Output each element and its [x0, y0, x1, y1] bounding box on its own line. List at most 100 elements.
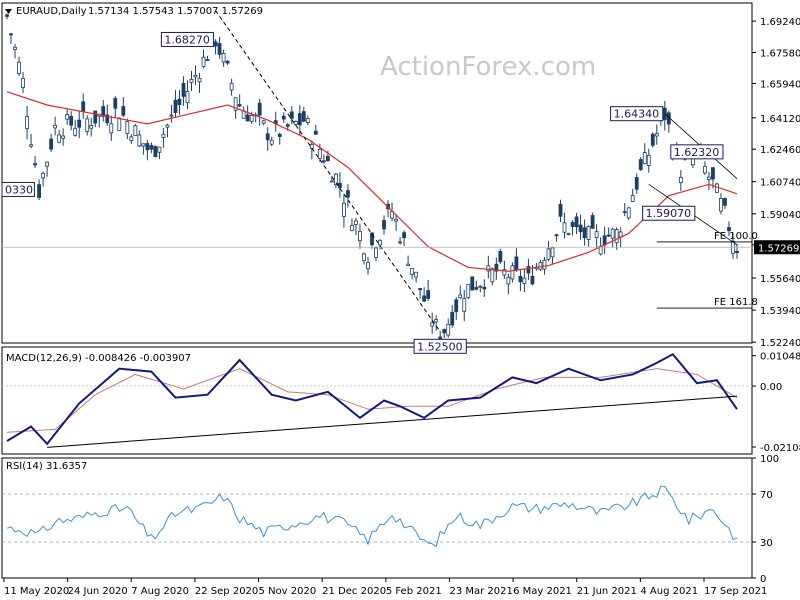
rsi-y-tick-label: 30: [760, 538, 773, 549]
candle-body: [622, 211, 627, 214]
candle-body: [526, 266, 531, 274]
candle-body: [149, 145, 154, 150]
panel-frame: [1, 457, 753, 579]
candle-body: [638, 159, 643, 170]
candle-body: [550, 247, 555, 258]
candle-body: [542, 259, 547, 270]
candle-body: [723, 198, 727, 206]
price-y-tick-label: 1.62460: [760, 145, 800, 156]
collapse-triangle-icon[interactable]: [5, 9, 12, 14]
candle-body: [614, 229, 619, 244]
x-tick-label: 23 Mar 2021: [449, 586, 512, 597]
price-annotation: 0330: [1, 181, 35, 197]
rsi-y-tick-label: 70: [760, 490, 773, 501]
candle-body: [221, 53, 226, 63]
candle-body: [735, 250, 739, 253]
candle-body: [293, 120, 298, 125]
candle-body: [269, 139, 274, 145]
candle-body: [33, 163, 37, 166]
candle-body: [546, 248, 551, 260]
candle-body: [406, 263, 410, 266]
price-y-tick-label: 1.65940: [760, 79, 800, 90]
candle-body: [350, 225, 354, 231]
candle-body: [285, 124, 290, 127]
x-tick-label: 22 Sep 2020: [195, 586, 258, 597]
candle-body: [85, 118, 90, 132]
candle-body: [334, 173, 338, 186]
candle-body: [646, 154, 651, 166]
candle-body: [205, 59, 210, 61]
candle-body: [37, 184, 41, 198]
candle-body: [482, 286, 487, 290]
price-panel: 1.69240 1.67580 1.65940 1.64120 1.62460 1.607…: [1, 10, 800, 354]
macd-trendline: [47, 395, 738, 448]
candle-body: [125, 121, 130, 134]
candle-body: [297, 113, 302, 126]
candle-body: [289, 111, 294, 119]
candle-body: [594, 231, 599, 238]
candle-body: [93, 110, 98, 124]
price-annotation: 1.59070: [642, 205, 696, 221]
candle-body: [422, 295, 427, 302]
candle-body: [153, 146, 158, 158]
candle-body: [309, 144, 314, 149]
svg-text:1.52500: 1.52500: [417, 340, 463, 353]
candle-body: [678, 176, 683, 184]
candle-body: [265, 133, 270, 141]
rsi-y-tick-label: 100: [760, 454, 779, 465]
x-tick-label: 21 Dec 2020: [322, 586, 386, 597]
candle-body: [301, 111, 306, 122]
price-annotation: 1.68270: [160, 31, 215, 47]
candle-body: [630, 195, 635, 202]
candle-body: [317, 148, 322, 159]
x-tick-label: 24 Jun 2020: [68, 586, 128, 597]
price-y-tick-label: 1.55640: [760, 274, 800, 285]
candle-body: [13, 46, 17, 51]
fib-level-label: FE 100.0: [714, 231, 758, 242]
candle-body: [305, 117, 310, 123]
candle-body: [538, 262, 543, 270]
candle-body: [370, 232, 374, 246]
x-tick-label: 21 Jun 2021: [577, 586, 637, 597]
candle-body: [414, 271, 419, 278]
svg-text:1.68270: 1.68270: [164, 33, 210, 46]
macd-title: MACD(12,26,9) -0.008426 -0.003907: [6, 353, 191, 364]
candle-body: [189, 78, 194, 83]
candle-body: [582, 227, 587, 239]
candle-body: [229, 82, 234, 91]
candle-body: [498, 250, 503, 263]
candle-body: [342, 202, 346, 217]
candle-body: [634, 177, 639, 190]
macd-signal-line: [6, 368, 738, 433]
rsi-panel: 100 70 30 0: [2, 454, 779, 585]
price-y-tick-label: 1.67580: [760, 48, 800, 59]
svg-text:1.62320: 1.62320: [674, 146, 720, 159]
candle-body: [73, 127, 78, 136]
candle-body: [245, 114, 250, 122]
price-y-tick-label: 1.69240: [760, 17, 800, 28]
candle-body: [566, 233, 571, 235]
candle-body: [426, 290, 431, 299]
rsi-title: RSI(14) 31.6357: [6, 461, 87, 472]
dashed-trendline: [215, 10, 441, 332]
candle-body: [374, 247, 378, 258]
candle-body: [65, 114, 70, 120]
candle-body: [478, 285, 483, 288]
candle-body: [458, 294, 463, 299]
price-y-tick-label: 1.64120: [760, 114, 800, 125]
candle-body: [446, 323, 451, 336]
candle-body: [249, 115, 254, 122]
candle-body: [225, 60, 230, 64]
candle-body: [490, 268, 495, 283]
svg-text:0330: 0330: [5, 183, 33, 196]
candle-body: [81, 101, 86, 112]
candle-body: [165, 124, 170, 128]
rsi-y-tick-label: 0: [760, 574, 766, 585]
candle-body: [9, 33, 13, 36]
price-annotation: 1.64340: [610, 106, 664, 122]
candle-body: [707, 176, 711, 180]
candle-body: [277, 133, 282, 137]
candle-body: [570, 222, 575, 227]
candle-body: [410, 268, 415, 275]
